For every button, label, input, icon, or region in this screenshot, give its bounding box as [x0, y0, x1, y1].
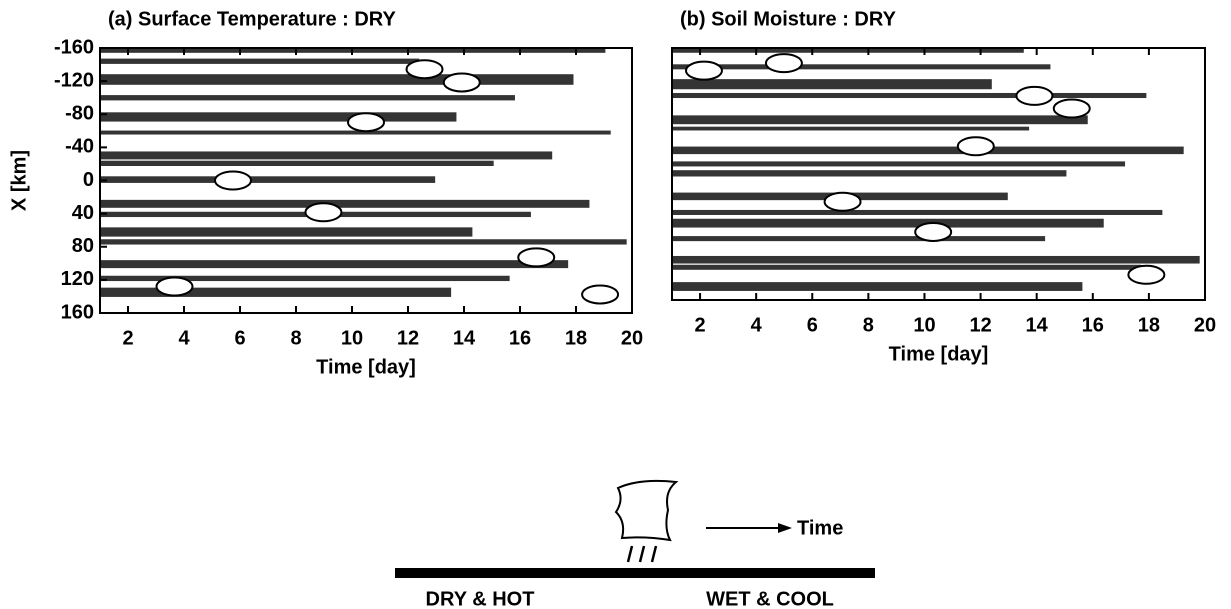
contour-cell: [684, 60, 723, 81]
contour-band: [672, 48, 1024, 53]
y-tick-label: 40: [72, 202, 94, 224]
x-tick-label: 8: [863, 314, 874, 336]
x-tick-label: 20: [1194, 314, 1216, 336]
contour-cell: [823, 191, 862, 212]
contour-cell: [1052, 98, 1091, 119]
y-tick-label: -80: [65, 103, 94, 125]
contour-band: [100, 239, 627, 245]
ground: [395, 568, 875, 578]
left-label: DRY & HOT: [426, 588, 535, 609]
y-tick-label: 120: [61, 268, 94, 290]
y-tick-label: 80: [72, 235, 94, 257]
x-tick-label: 2: [694, 314, 705, 336]
x-tick-label: 12: [969, 314, 991, 336]
contour-band: [100, 58, 420, 64]
contour-cell: [517, 247, 556, 268]
x-axis-label: Time [day]: [316, 356, 416, 378]
contour-band: [100, 130, 611, 135]
contour-cell: [914, 221, 953, 242]
arrow-label: Time: [797, 517, 843, 539]
cloud: [614, 479, 679, 542]
contour-cell: [1127, 264, 1166, 285]
contour-band: [100, 112, 457, 122]
x-tick-label: 20: [621, 327, 643, 349]
y-tick-label: -160: [54, 36, 94, 58]
x-tick-label: 10: [341, 327, 363, 349]
y-tick-label: 0: [83, 169, 94, 191]
x-tick-label: 12: [397, 327, 419, 349]
x-tick-label: 14: [453, 327, 476, 349]
arrow-head: [778, 523, 792, 533]
contour-band: [672, 236, 1046, 242]
contour-band: [100, 176, 436, 183]
chart-title: (b) Soil Moisture : DRY: [680, 8, 897, 30]
contour-cell: [442, 72, 481, 93]
chart-title: (a) Surface Temperature : DRY: [108, 8, 397, 30]
contour-band: [672, 255, 1200, 264]
x-tick-label: 6: [807, 314, 818, 336]
contour-cell: [347, 112, 385, 133]
rain: [626, 545, 658, 563]
contour-cell: [581, 284, 620, 305]
contour-band: [672, 170, 1067, 177]
y-tick-label: -40: [65, 136, 94, 158]
contour-band: [672, 126, 1030, 131]
x-tick-label: 8: [290, 327, 301, 349]
contour-band: [672, 282, 1083, 291]
x-axis-label: Time [day]: [889, 343, 989, 365]
contour-band: [100, 95, 515, 101]
right-label: WET & COOL: [706, 588, 834, 609]
x-tick-label: 4: [751, 314, 763, 336]
contour-band: [672, 161, 1126, 167]
contour-band: [672, 264, 1142, 270]
contour-band: [672, 79, 992, 90]
x-tick-label: 2: [122, 327, 133, 349]
x-tick-label: 10: [913, 314, 935, 336]
contour-band: [672, 64, 1051, 70]
y-tick-label: -120: [54, 69, 94, 91]
x-tick-label: 6: [234, 327, 245, 349]
contour-cell: [155, 276, 194, 297]
contour-cell: [1015, 85, 1054, 106]
x-tick-label: 4: [178, 327, 190, 349]
contour-band: [672, 115, 1088, 125]
contour-band: [100, 275, 510, 282]
plot-frame: [671, 47, 1206, 301]
contour-cell: [214, 170, 252, 191]
contour-band: [672, 146, 1184, 155]
y-axis-label: X [km]: [8, 150, 30, 211]
contour-band: [100, 287, 452, 297]
x-tick-label: 18: [1138, 314, 1160, 336]
contour-cell: [764, 53, 803, 74]
contour-band: [672, 218, 1104, 228]
contour-band: [672, 92, 1147, 99]
contour-cell: [304, 202, 343, 223]
x-tick-label: 16: [1082, 314, 1104, 336]
contour-band: [100, 151, 553, 160]
x-tick-label: 16: [509, 327, 531, 349]
plots: (a) Surface Temperature : DRY Time [day] 2…: [8, 8, 1216, 378]
contour-cell: [956, 136, 995, 157]
contour-band: [100, 199, 590, 208]
contour-band: [100, 260, 569, 269]
contour-cell: [405, 59, 444, 80]
y-tick-label: 160: [61, 301, 94, 323]
contour-band: [100, 227, 473, 237]
contour-band: [100, 160, 494, 166]
schematic: Time DRY & HOT WET & COOL: [395, 479, 875, 609]
x-tick-label: 14: [1026, 314, 1049, 336]
contour-band: [100, 74, 574, 85]
contour-band: [672, 209, 1163, 215]
x-tick-label: 18: [565, 327, 587, 349]
